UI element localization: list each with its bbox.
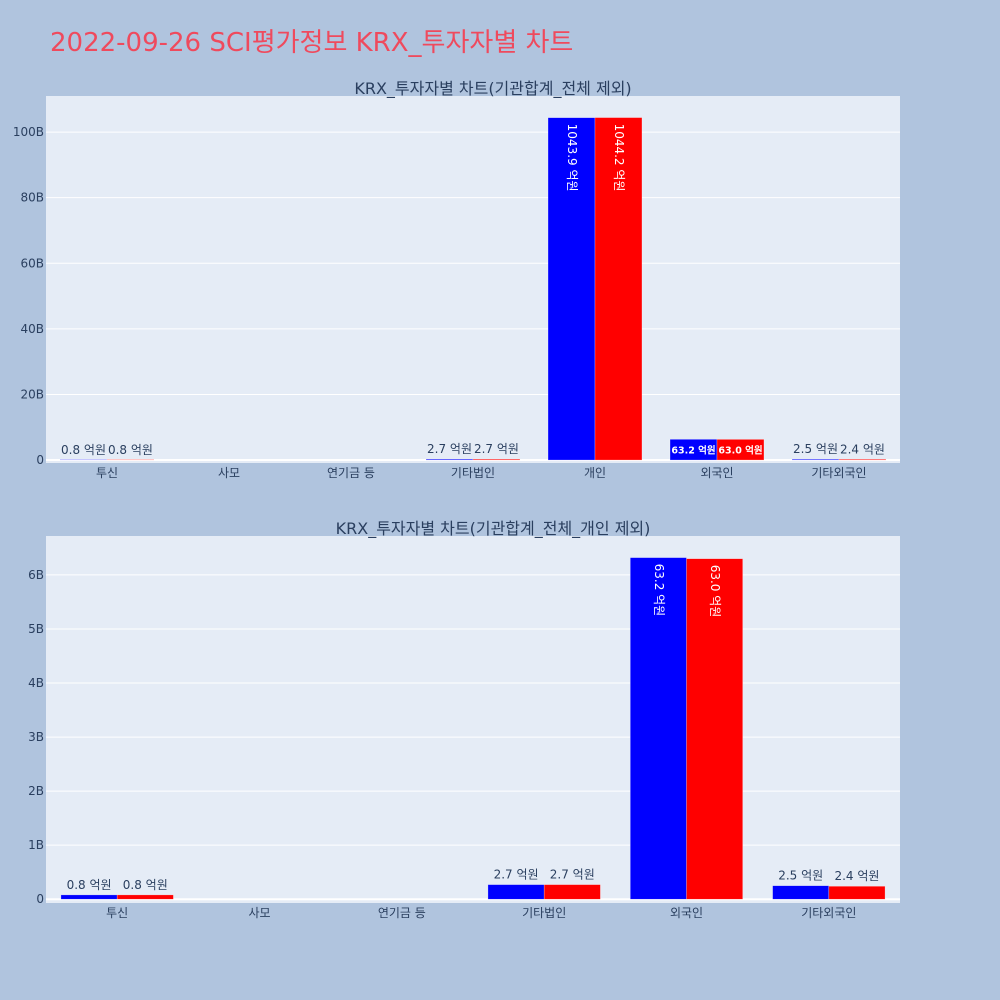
x-tick-label: 기타법인 [451, 466, 495, 480]
bar [828, 885, 886, 900]
x-tick-label: 연기금 등 [378, 906, 426, 920]
bar [425, 458, 474, 461]
bar-label: 2.7 억원 [550, 868, 595, 882]
x-tick-label: 기타법인 [522, 906, 566, 920]
bar [838, 459, 887, 461]
x-tick-label: 사모 [248, 906, 270, 920]
bar [686, 558, 743, 900]
bar-label: 0.8 억원 [61, 443, 106, 457]
bar [116, 894, 174, 900]
bar [60, 894, 118, 900]
x-tick-label: 기타외국인 [811, 466, 866, 480]
plot-area [46, 96, 900, 463]
bar-label: 1044.2 억원 [612, 124, 626, 192]
chart-title: KRX_투자자별 차트(기관합계_전체_개인 제외) [336, 519, 651, 539]
y-tick-label: 6B [28, 568, 44, 582]
bar-label: 63.2 억원 [671, 445, 715, 457]
bar-label: 2.5 억원 [778, 869, 823, 883]
y-tick-label: 3B [28, 730, 44, 744]
bar [487, 884, 545, 900]
y-tick-label: 1B [28, 838, 44, 852]
bar [106, 459, 155, 461]
bar-label: 0.8 억원 [67, 878, 112, 892]
chart-title: KRX_투자자별 차트(기관합계_전체 제외) [354, 79, 631, 99]
y-tick-label: 4B [28, 676, 44, 690]
bar-label: 0.8 억원 [123, 878, 168, 892]
bar-label: 0.8 억원 [108, 443, 153, 457]
x-tick-label: 투신 [96, 466, 118, 480]
bar-label: 2.4 억원 [840, 442, 885, 456]
bar-label: 2.4 억원 [834, 869, 879, 883]
y-tick-label: 0 [36, 453, 44, 467]
page-title: 2022-09-26 SCI평가정보 KRX_투자자별 차트 [50, 28, 574, 58]
bar [59, 459, 108, 461]
y-tick-label: 100B [13, 125, 44, 139]
bar-label: 1043.9 억원 [565, 124, 579, 192]
bar-label: 2.7 억원 [494, 868, 539, 882]
x-tick-label: 투신 [106, 906, 128, 920]
bar-label: 63.2 억원 [652, 564, 666, 617]
y-tick-label: 5B [28, 622, 44, 636]
bar [594, 117, 643, 461]
bar-label: 63.0 억원 [718, 445, 762, 457]
x-tick-label: 사모 [218, 466, 240, 480]
bar [630, 557, 687, 900]
bar-label: 2.7 억원 [427, 442, 472, 456]
x-tick-label: 연기금 등 [327, 466, 375, 480]
plot-area [46, 536, 900, 903]
bar-label: 2.5 억원 [793, 442, 838, 456]
bar [791, 458, 840, 461]
x-tick-label: 기타외국인 [801, 906, 856, 920]
bar-label: 63.0 억원 [708, 565, 722, 618]
y-tick-label: 0 [36, 892, 44, 906]
y-tick-label: 80B [20, 191, 44, 205]
bar [543, 884, 601, 900]
x-tick-label: 외국인 [700, 466, 733, 480]
bar [716, 439, 765, 461]
x-tick-label: 외국인 [670, 906, 703, 920]
bar [472, 458, 521, 461]
chart-1: 0 20B 40B 60B 80B 100B KRX_투자자별 차트(기관합계_전체 제외)… [13, 79, 900, 480]
y-tick-label: 60B [20, 256, 44, 270]
x-tick-label: 개인 [584, 466, 606, 480]
bar [772, 885, 830, 900]
y-tick-label: 20B [20, 387, 44, 401]
y-tick-label: 2B [28, 784, 44, 798]
chart-2: 0 1B 2B 3B 4B 5B 6B KRX_투자자별 차트(기관합계_전체_개인 제외) 투… [28, 519, 900, 920]
bar-label: 2.7 억원 [474, 442, 519, 456]
y-tick-label: 40B [20, 322, 44, 336]
